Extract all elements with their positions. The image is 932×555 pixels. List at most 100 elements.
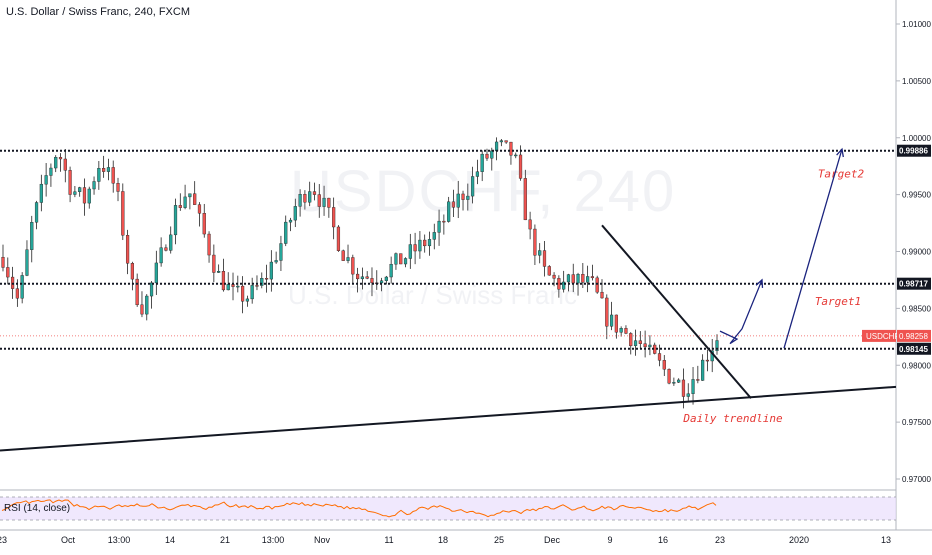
y-tick-label: 0.98500 bbox=[902, 304, 931, 313]
candle bbox=[193, 181, 197, 205]
candle-body bbox=[609, 314, 614, 327]
candle-body bbox=[327, 197, 331, 208]
candle-body bbox=[116, 183, 120, 192]
candle-body bbox=[360, 276, 364, 280]
candle bbox=[312, 182, 317, 201]
x-tick-label: 14 bbox=[165, 535, 175, 545]
candle bbox=[284, 215, 288, 247]
candle bbox=[106, 158, 111, 181]
candle-body bbox=[490, 150, 494, 159]
candle bbox=[667, 368, 671, 385]
candle bbox=[384, 275, 388, 285]
level-tag bbox=[897, 144, 931, 157]
candle-body bbox=[423, 239, 427, 247]
candle-body bbox=[379, 280, 384, 284]
target1-arrow[interactable] bbox=[719, 279, 763, 345]
candle-body bbox=[356, 273, 360, 280]
candle bbox=[212, 244, 216, 283]
candle bbox=[619, 326, 623, 337]
candle-body bbox=[164, 247, 168, 251]
x-tick-label: 2020 bbox=[789, 535, 809, 545]
last-price-tag bbox=[897, 329, 931, 342]
candle bbox=[202, 203, 206, 238]
candle-body bbox=[413, 244, 417, 252]
candle-body bbox=[677, 379, 681, 383]
candle bbox=[562, 270, 566, 293]
candle bbox=[624, 325, 628, 335]
candle-body bbox=[154, 262, 158, 284]
candle-body bbox=[58, 157, 63, 160]
candle bbox=[111, 160, 115, 193]
x-tick-label: 21 bbox=[220, 535, 230, 545]
candle-body bbox=[106, 167, 111, 172]
candle bbox=[49, 163, 53, 187]
candle-body bbox=[236, 285, 240, 288]
candle-body bbox=[73, 191, 77, 195]
y-tick-label: 0.99000 bbox=[902, 248, 931, 257]
candle-body bbox=[312, 191, 317, 195]
candle bbox=[542, 240, 547, 277]
candle-body bbox=[614, 314, 618, 333]
candle-body bbox=[92, 181, 96, 190]
daily-trendline[interactable] bbox=[0, 385, 897, 452]
candle-body bbox=[533, 228, 537, 256]
candle bbox=[609, 301, 614, 331]
candle-body bbox=[102, 168, 106, 172]
candle bbox=[269, 250, 273, 292]
descending-trendline[interactable] bbox=[601, 224, 752, 399]
y-tick-label: 0.99500 bbox=[902, 191, 931, 200]
candle-body bbox=[581, 274, 585, 283]
candle bbox=[159, 237, 163, 267]
level-tag bbox=[897, 342, 931, 355]
x-tick-label: 16 bbox=[658, 535, 668, 545]
candle bbox=[514, 152, 518, 159]
candle bbox=[63, 149, 67, 183]
candle bbox=[528, 211, 532, 240]
candle-body bbox=[332, 207, 336, 228]
candle-body bbox=[197, 204, 202, 214]
candle-body bbox=[87, 188, 91, 204]
candle bbox=[475, 159, 480, 185]
candle-body bbox=[471, 176, 475, 197]
candle bbox=[600, 279, 604, 299]
candle bbox=[399, 253, 403, 265]
candle bbox=[327, 197, 331, 218]
candle bbox=[178, 193, 182, 211]
symbol-tag bbox=[862, 329, 896, 342]
candle-body bbox=[63, 158, 67, 171]
candles bbox=[1, 137, 719, 409]
candle bbox=[461, 190, 465, 211]
candle bbox=[135, 273, 139, 307]
candle-body bbox=[49, 167, 53, 176]
candle-body bbox=[418, 239, 422, 252]
candle-body bbox=[365, 276, 369, 279]
candle-body bbox=[39, 183, 43, 203]
candle bbox=[130, 261, 134, 291]
target2-arrow[interactable] bbox=[783, 148, 843, 349]
candle-body bbox=[672, 382, 676, 384]
candle bbox=[370, 267, 374, 297]
level-tag-label: 0.99886 bbox=[899, 147, 928, 156]
candle-body bbox=[456, 193, 460, 208]
candle-body bbox=[298, 194, 302, 207]
candle-body bbox=[97, 168, 101, 182]
candle bbox=[451, 189, 456, 217]
candle-body bbox=[566, 274, 571, 283]
candle-body bbox=[135, 278, 139, 306]
candle-body bbox=[638, 340, 642, 344]
candle-body bbox=[221, 271, 226, 291]
symbol-tag-label: USDCHF bbox=[866, 332, 899, 341]
candle-body bbox=[217, 271, 221, 273]
candle bbox=[293, 198, 297, 228]
candle-body bbox=[15, 288, 19, 299]
candle bbox=[490, 147, 494, 171]
candle bbox=[657, 344, 662, 367]
candle bbox=[408, 233, 412, 269]
candle-body bbox=[250, 285, 254, 300]
candle-body bbox=[159, 247, 163, 264]
candle-body bbox=[538, 250, 542, 256]
candle-body bbox=[686, 393, 690, 397]
